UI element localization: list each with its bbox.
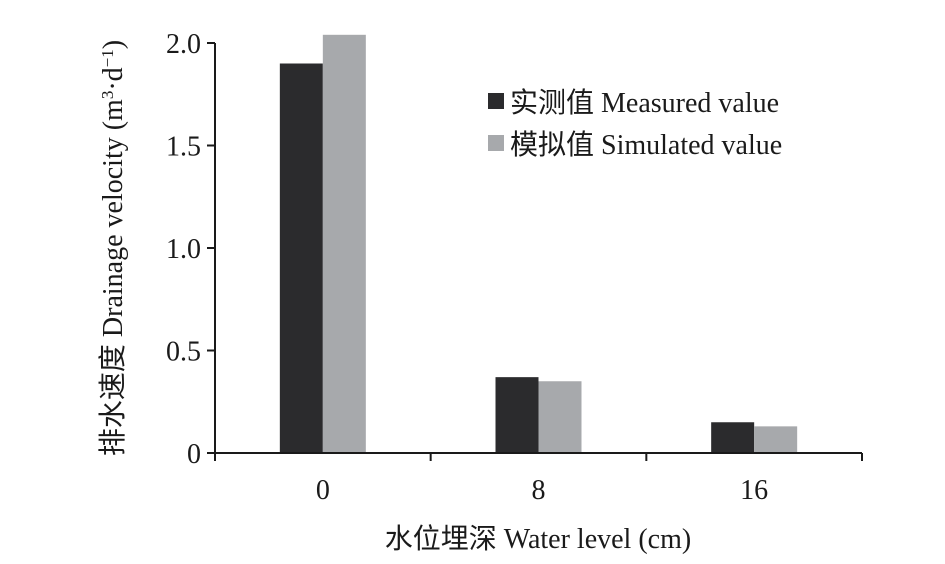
x-tick-label: 0 <box>316 475 330 506</box>
legend-swatch-simulated <box>488 135 504 151</box>
y-axis-title-main: 排水速度 Drainage velocity (m <box>97 99 129 456</box>
bars-layer <box>279 34 798 454</box>
x-tick-label: 8 <box>532 475 546 506</box>
y-ticks: 0 0.5 1.0 1.5 2.0 <box>166 29 215 470</box>
x-axis-title: 水位埋深 Water level (cm) <box>385 523 691 555</box>
bar-measured-8 <box>495 377 539 453</box>
bar-simulated-8 <box>538 381 582 453</box>
y-tick-label: 1.5 <box>166 132 201 163</box>
y-tick-label: 2.0 <box>166 29 201 60</box>
legend: 实测值 Measured value 模拟值 Simulated value <box>488 87 782 161</box>
legend-label-measured: 实测值 Measured value <box>510 87 779 119</box>
x-tick-label: 16 <box>740 475 768 506</box>
y-axis-title-mid: ·d <box>98 67 129 90</box>
y-axis-title-sup-3: 3 <box>98 91 117 100</box>
legend-swatch-measured <box>488 93 504 109</box>
y-tick-label: 0.5 <box>166 337 201 368</box>
y-axis-title-sup-minus1: −1 <box>98 49 117 67</box>
y-tick-label: 0 <box>187 439 201 470</box>
legend-label-simulated: 模拟值 Simulated value <box>510 129 782 161</box>
bar-measured-0 <box>279 63 323 453</box>
y-axis-title: 排水速度 Drainage velocity (m3·d−1) <box>97 40 129 456</box>
x-ticks: 0 8 16 <box>214 453 863 506</box>
bar-simulated-16 <box>754 426 798 453</box>
bar-simulated-0 <box>322 34 366 454</box>
y-tick-label: 1.0 <box>166 234 201 265</box>
bar-measured-16 <box>711 422 755 453</box>
y-axis-title-end: ) <box>98 40 129 49</box>
